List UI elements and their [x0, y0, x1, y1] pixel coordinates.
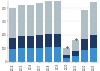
Bar — [9, 8, 16, 38]
Bar — [9, 49, 16, 62]
Bar — [18, 36, 25, 48]
Bar — [82, 50, 88, 62]
Bar — [45, 47, 52, 62]
Bar — [27, 48, 34, 62]
Bar — [54, 47, 61, 62]
Bar — [82, 10, 88, 39]
Bar — [27, 36, 34, 48]
Bar — [82, 39, 88, 50]
Bar — [90, 48, 97, 62]
Bar — [90, 35, 97, 48]
Bar — [63, 58, 70, 62]
Bar — [54, 34, 61, 47]
Bar — [54, 0, 61, 34]
Bar — [63, 48, 70, 55]
Bar — [72, 56, 79, 62]
Bar — [9, 38, 16, 49]
Bar — [72, 40, 79, 51]
Bar — [27, 5, 34, 36]
Bar — [63, 55, 70, 58]
Bar — [45, 34, 52, 47]
Bar — [18, 5, 25, 36]
Bar — [90, 2, 97, 35]
Bar — [45, 0, 52, 34]
Bar — [72, 51, 79, 56]
Bar — [18, 48, 25, 62]
Bar — [36, 48, 43, 62]
Bar — [36, 35, 43, 48]
Bar — [36, 3, 43, 35]
